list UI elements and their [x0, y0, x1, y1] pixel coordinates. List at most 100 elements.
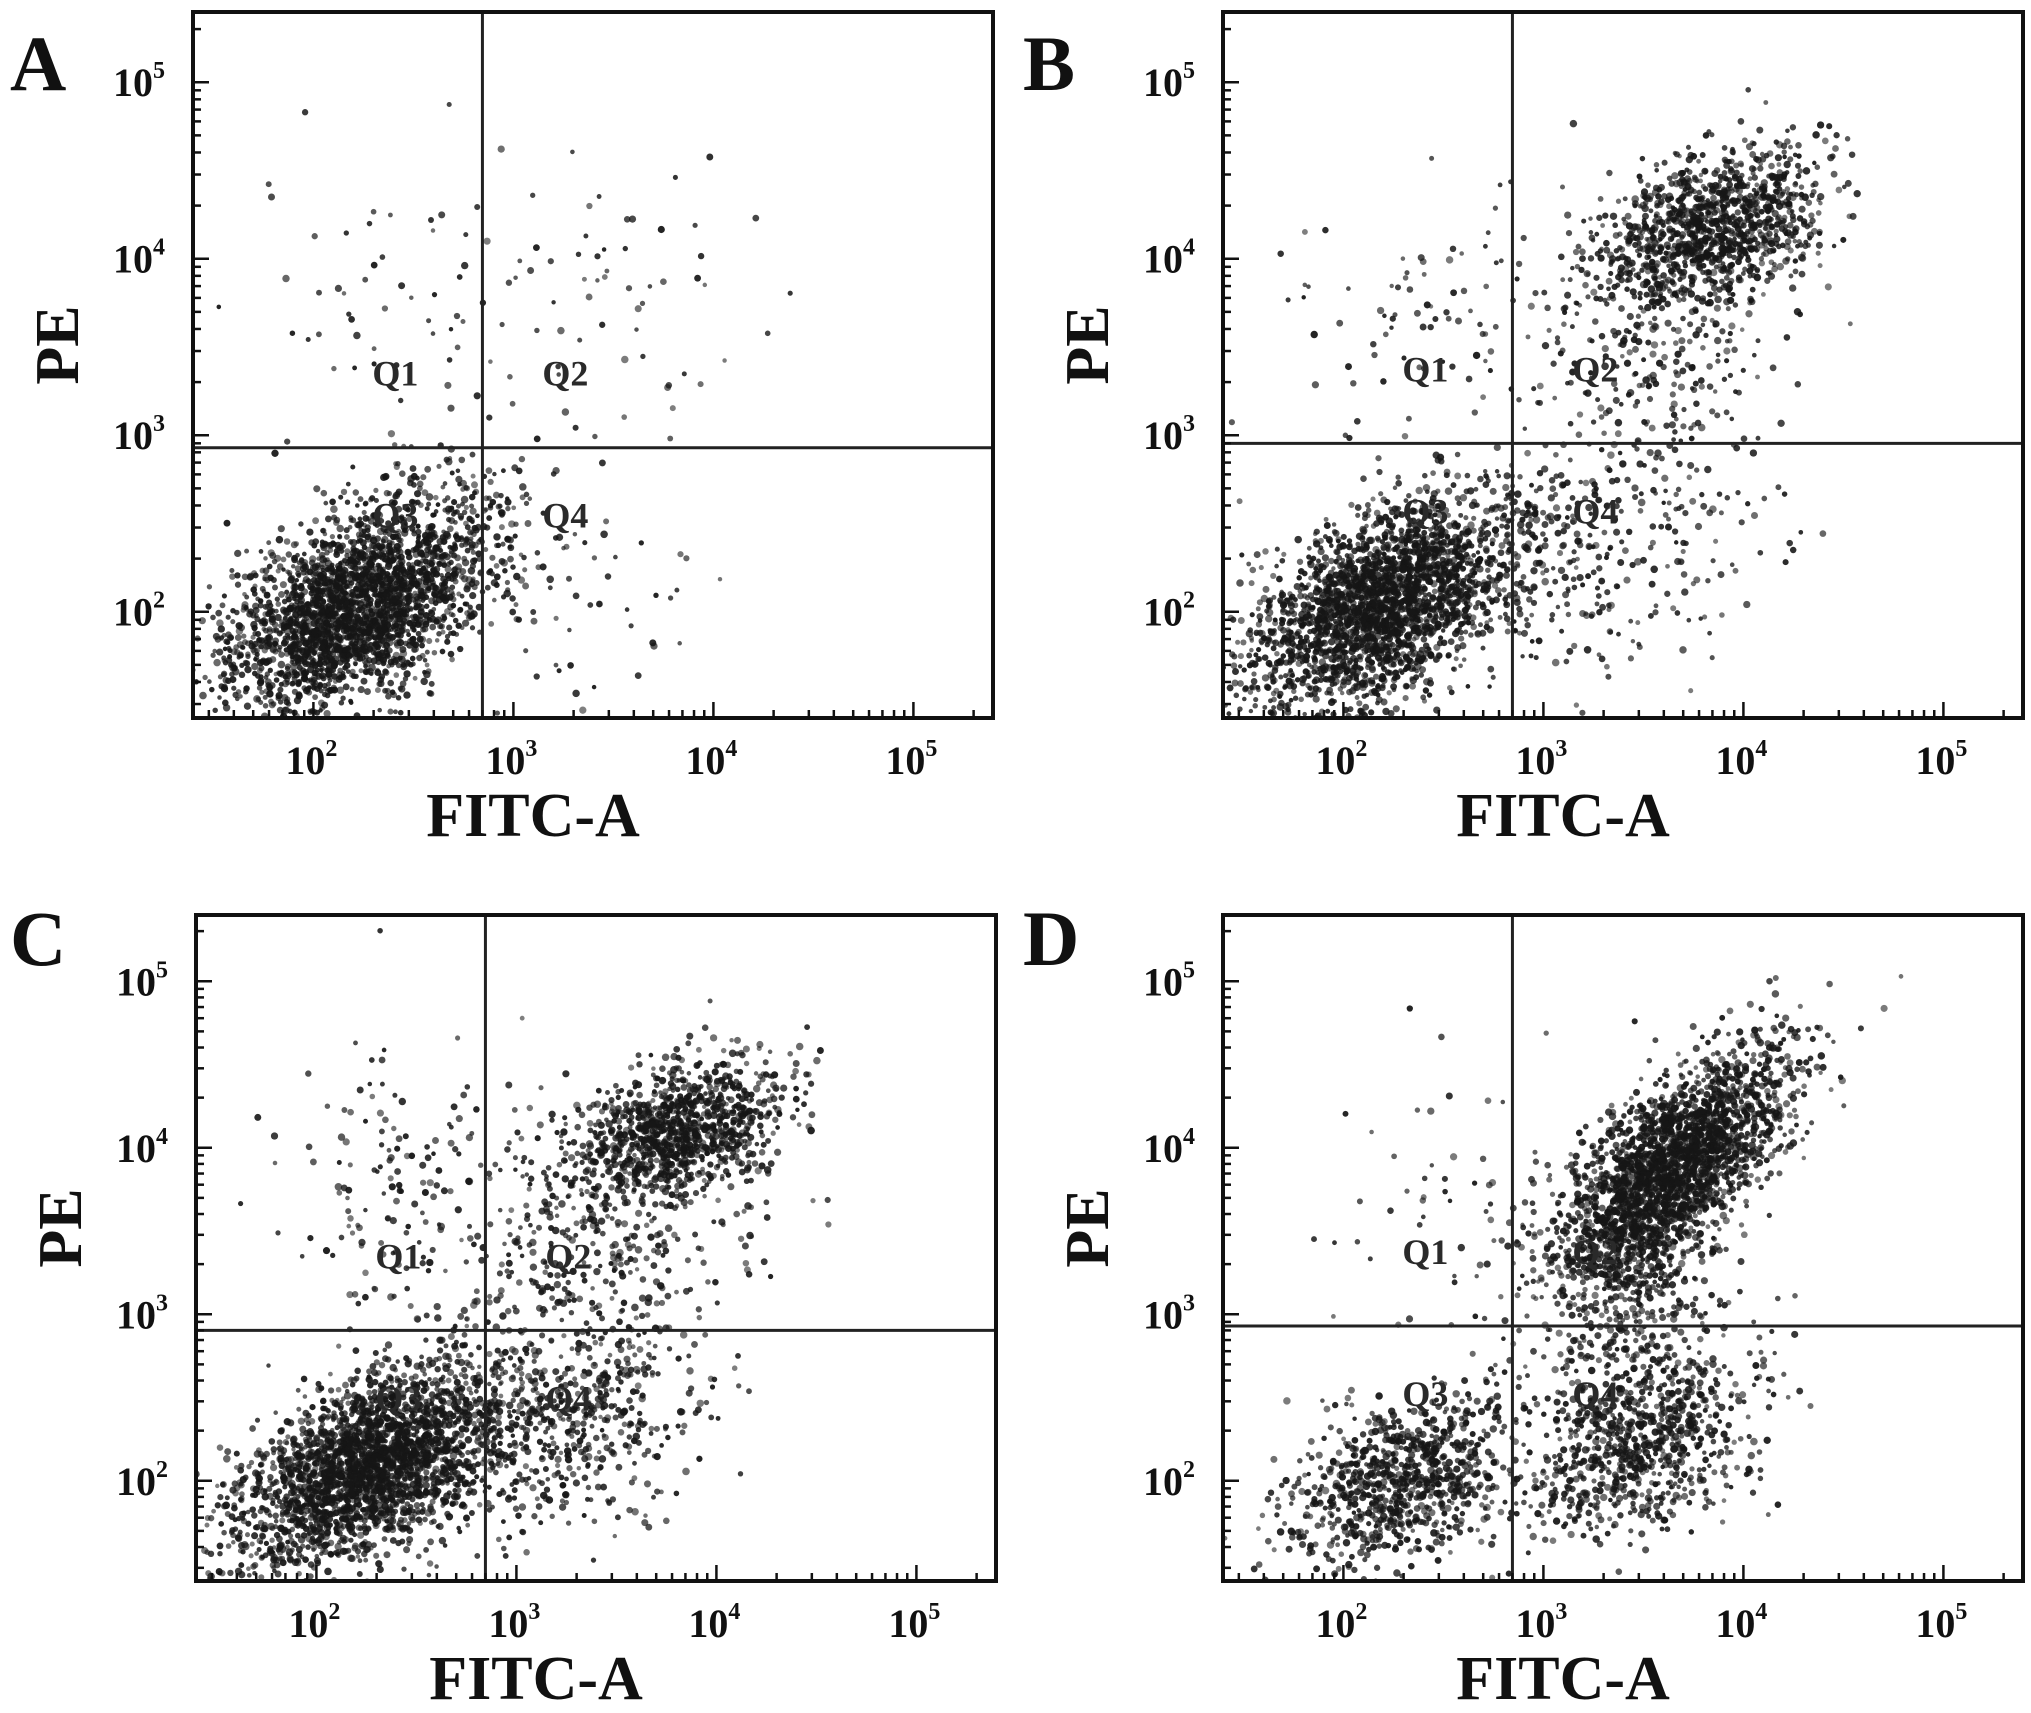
- event-point: [279, 581, 287, 589]
- event-point: [1379, 675, 1386, 683]
- event-point: [361, 603, 368, 610]
- event-point: [1412, 498, 1418, 504]
- event-point: [570, 149, 575, 155]
- event-point: [373, 487, 379, 493]
- event-point: [1406, 642, 1413, 649]
- event-point: [265, 181, 272, 188]
- event-point: [1424, 646, 1432, 654]
- event-point: [1270, 645, 1277, 652]
- event-point: [1482, 468, 1488, 474]
- event-point: [324, 608, 330, 614]
- event-point: [463, 504, 469, 510]
- event-point: [395, 695, 402, 701]
- event-point: [515, 467, 523, 475]
- event-point: [423, 551, 430, 559]
- event-point: [335, 618, 342, 625]
- event-point: [276, 563, 284, 570]
- event-point: [336, 671, 343, 677]
- event-point: [329, 640, 335, 646]
- event-point: [343, 606, 349, 613]
- event-point: [1445, 614, 1451, 621]
- event-point: [256, 659, 265, 667]
- event-point: [294, 565, 302, 572]
- event-point: [1460, 565, 1467, 572]
- event-point: [1313, 573, 1321, 581]
- event-point: [389, 540, 395, 546]
- event-point: [464, 582, 472, 590]
- event-point: [1423, 592, 1428, 597]
- event-point: [305, 727, 311, 733]
- event-point: [319, 554, 325, 561]
- event-point: [278, 623, 283, 629]
- event-point: [449, 584, 456, 591]
- event-point: [444, 565, 452, 573]
- event-point: [289, 680, 296, 687]
- event-point: [229, 567, 235, 574]
- event-point: [262, 576, 267, 582]
- event-point: [345, 669, 351, 674]
- event-point: [360, 643, 366, 649]
- event-point: [431, 291, 438, 298]
- event-point: [1531, 505, 1538, 512]
- event-point: [599, 321, 606, 328]
- event-point: [377, 707, 382, 713]
- event-point: [299, 582, 305, 588]
- event-point: [325, 681, 332, 687]
- event-point: [499, 321, 505, 328]
- event-point: [1412, 596, 1419, 603]
- event-point: [456, 274, 463, 280]
- event-point: [1296, 558, 1304, 565]
- event-point: [447, 404, 455, 412]
- event-point: [1304, 691, 1311, 698]
- event-point: [1450, 482, 1457, 489]
- event-point: [604, 268, 610, 274]
- event-point: [489, 554, 496, 561]
- event-point: [444, 608, 451, 615]
- event-point: [353, 565, 361, 573]
- event-point: [1339, 561, 1346, 569]
- event-point: [183, 707, 188, 712]
- event-point: [486, 414, 493, 421]
- event-point: [1302, 711, 1307, 717]
- event-point: [1331, 566, 1336, 571]
- event-point: [1323, 522, 1331, 529]
- event-point: [1190, 702, 1195, 707]
- event-point: [265, 635, 272, 641]
- event-point: [489, 498, 497, 506]
- event-point: [376, 566, 384, 574]
- event-point: [209, 686, 215, 693]
- event-point: [556, 668, 562, 674]
- event-point: [1318, 658, 1327, 666]
- event-point: [392, 597, 398, 603]
- event-point: [493, 563, 500, 569]
- event-point: [261, 616, 267, 622]
- event-point: [623, 216, 631, 223]
- event-point: [225, 631, 232, 638]
- event-point: [386, 647, 393, 654]
- event-point: [406, 587, 412, 593]
- quadrant-label: Q1: [372, 354, 418, 394]
- event-point: [517, 258, 523, 264]
- event-point: [555, 363, 561, 370]
- event-point: [463, 485, 471, 492]
- event-point: [1406, 492, 1412, 499]
- event-point: [1288, 608, 1295, 615]
- event-point: [429, 623, 437, 631]
- event-point: [392, 565, 399, 572]
- event-point: [383, 606, 391, 614]
- event-point: [318, 604, 324, 610]
- event-point: [1214, 651, 1220, 657]
- event-point: [1378, 491, 1384, 497]
- event-point: [292, 654, 301, 662]
- event-point: [251, 624, 258, 632]
- event-point: [1284, 609, 1290, 616]
- event-point: [1543, 537, 1549, 543]
- event-point: [1248, 580, 1255, 587]
- event-point: [1255, 621, 1263, 628]
- event-point: [1329, 691, 1335, 697]
- event-point: [408, 574, 416, 582]
- event-point: [336, 524, 344, 533]
- event-point: [380, 525, 388, 533]
- event-point: [1403, 542, 1409, 547]
- event-points: [1190, 87, 1861, 718]
